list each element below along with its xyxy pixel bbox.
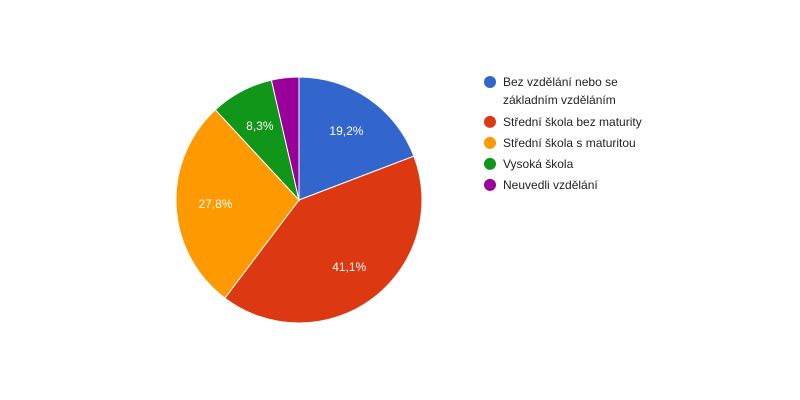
slice-data-label: 8,3% [246, 119, 274, 133]
legend: Bez vzdělání nebo se základním vzděláním S… [484, 75, 642, 192]
legend-item[interactable]: Vysoká škola [484, 157, 574, 171]
legend-marker [484, 178, 496, 191]
legend-item[interactable]: Neuvedli vzdělání [484, 178, 598, 192]
legend-label: Střední škola bez maturity [503, 115, 642, 129]
legend-item[interactable]: Bez vzdělání nebo se základním vzděláním [484, 75, 618, 107]
legend-item[interactable]: Střední škola bez maturity [484, 115, 642, 129]
slice-data-label: 19,2% [329, 124, 363, 138]
pie-slice[interactable] [270, 76, 300, 201]
pie-slices [175, 76, 423, 324]
legend-marker [484, 115, 496, 128]
legend-marker [484, 136, 496, 149]
legend-marker [484, 157, 496, 170]
pie-slice[interactable] [298, 76, 415, 201]
slice-labels: 19,2% 41,1% 27,8% 8,3% [198, 119, 366, 274]
slice-data-label: 27,8% [198, 197, 232, 211]
legend-label: Střední škola s maturitou [503, 136, 636, 150]
legend-item[interactable]: Střední škola s maturitou [484, 136, 636, 150]
legend-label: Bez vzdělání nebo se [503, 75, 618, 89]
legend-label: Vysoká škola [503, 157, 574, 171]
pie-slice[interactable] [224, 155, 423, 324]
slice-data-label: 41,1% [332, 260, 366, 274]
legend-label: Neuvedli vzdělání [503, 178, 598, 192]
pie-slice[interactable] [175, 109, 300, 299]
legend-marker [484, 76, 496, 88]
legend-label: základním vzděláním [503, 93, 616, 107]
